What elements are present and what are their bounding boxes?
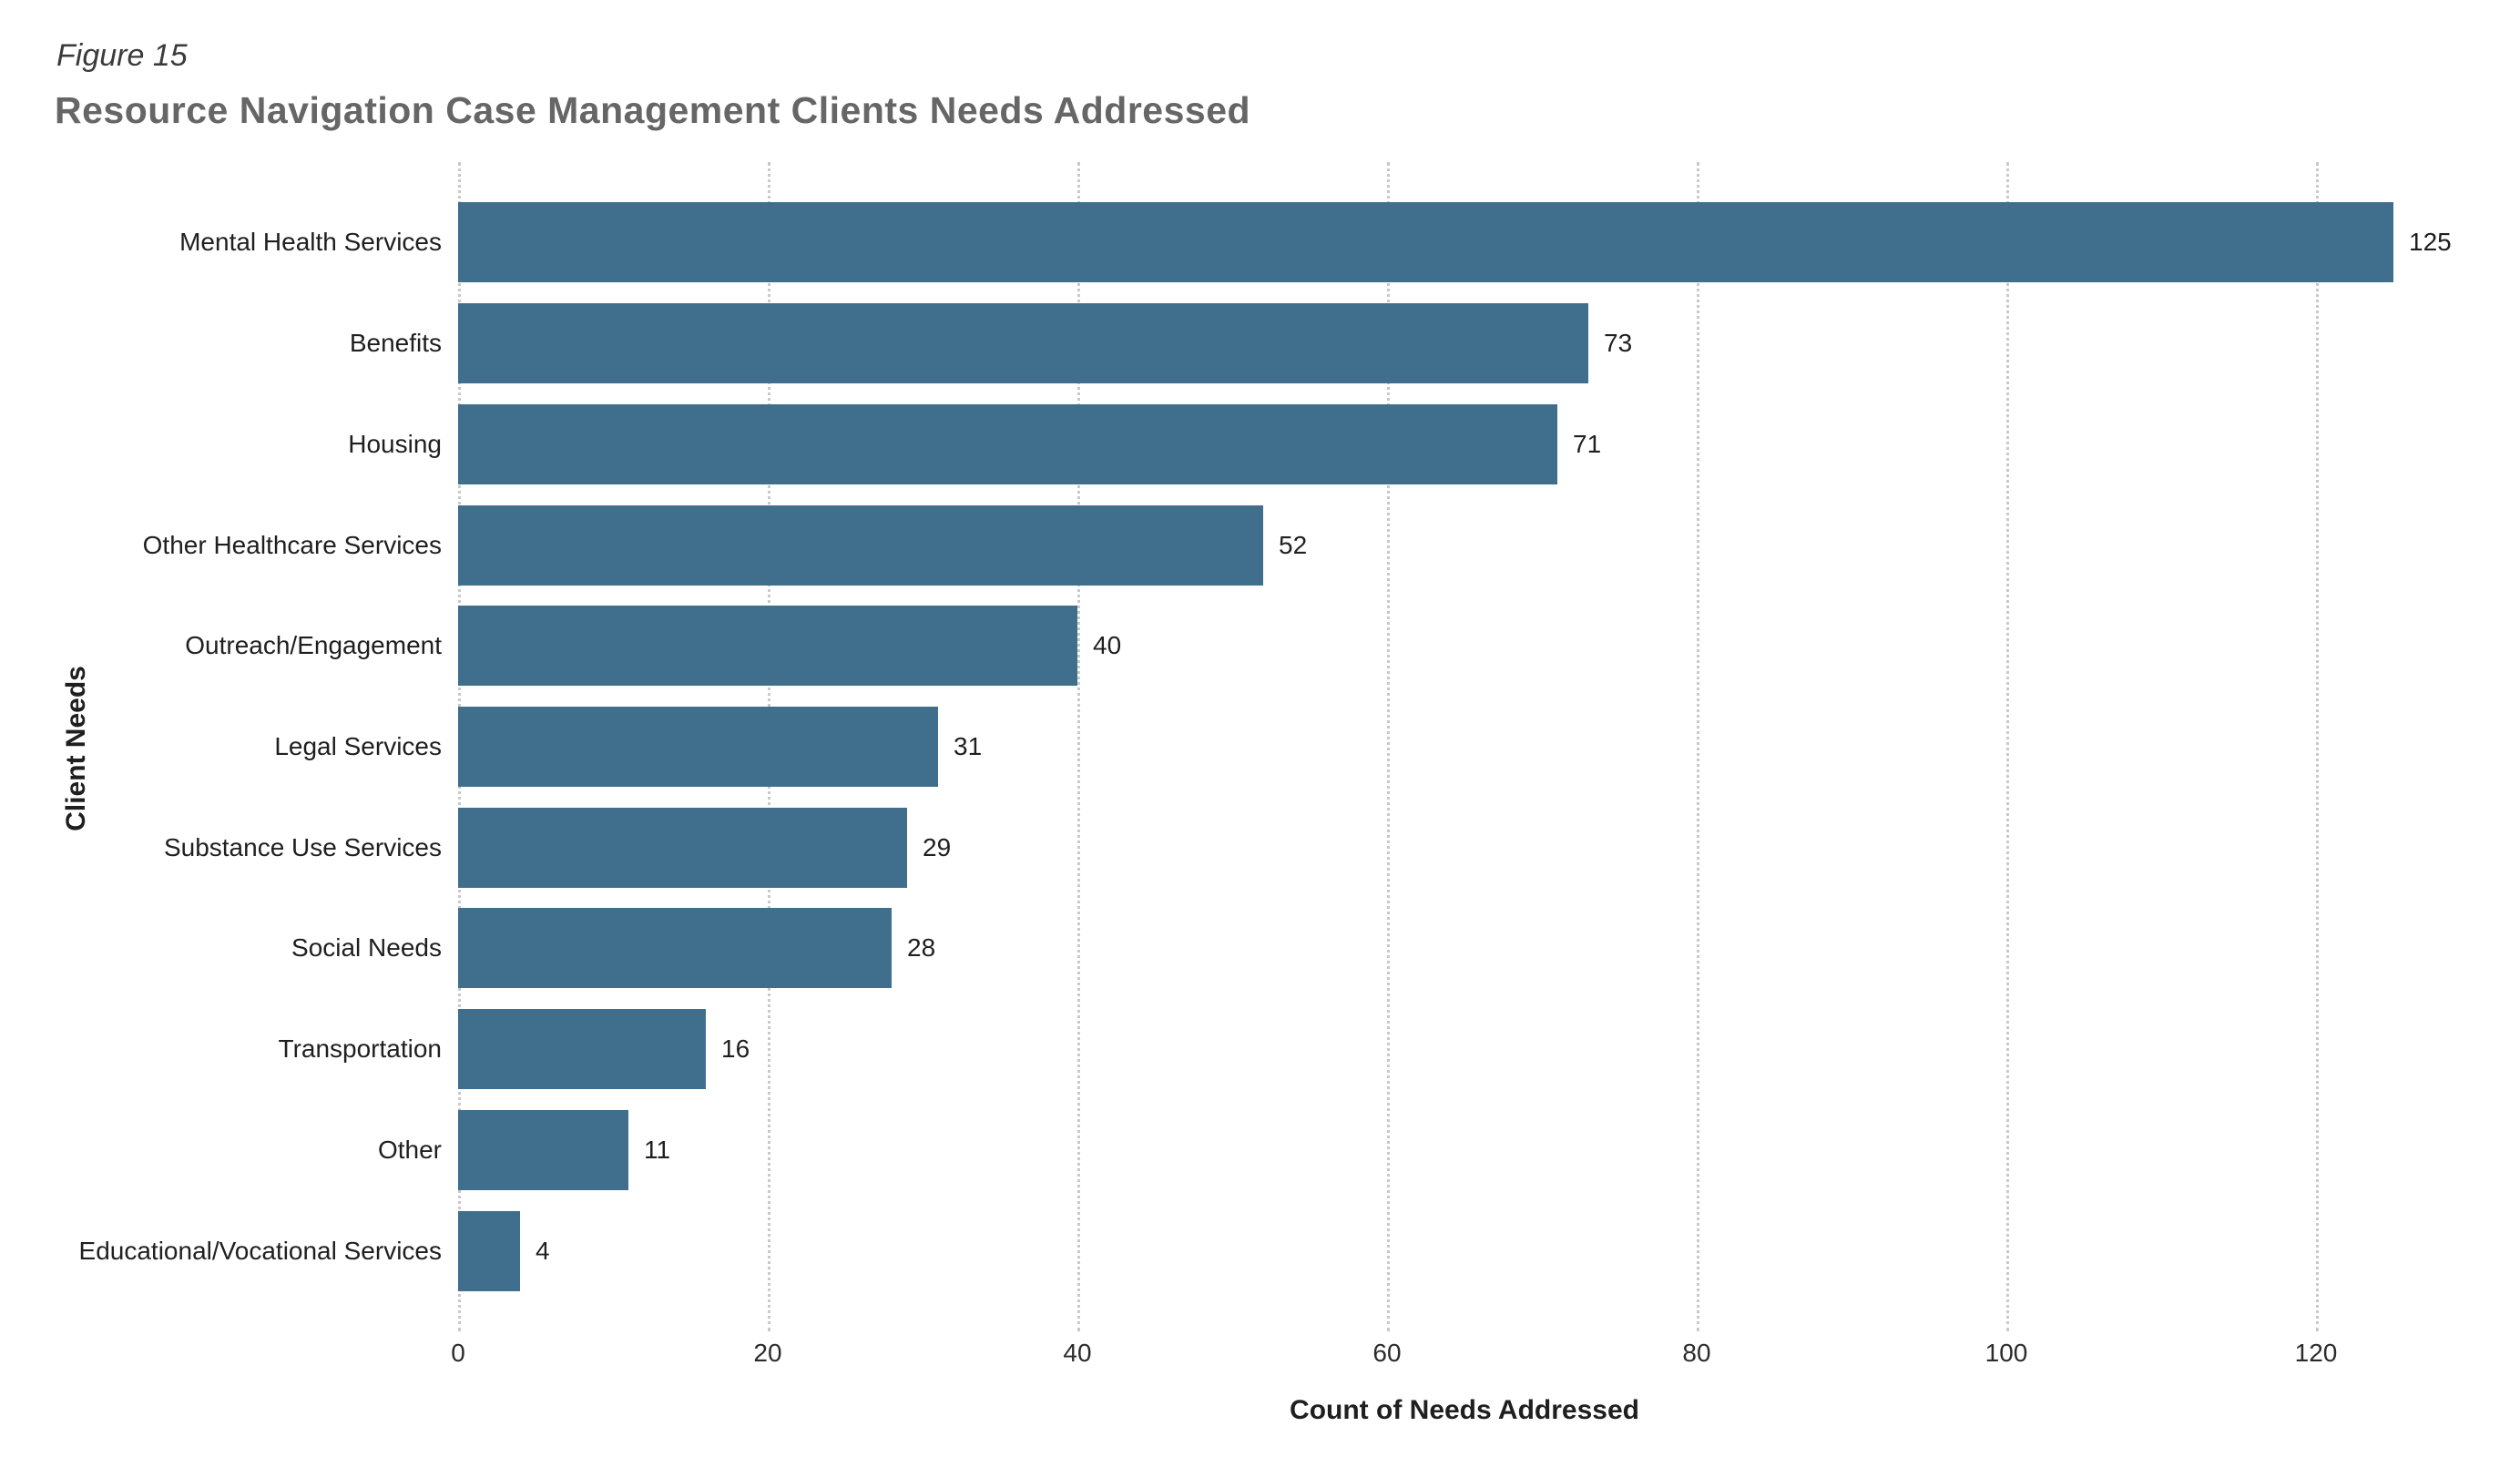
value-label: 125 — [2409, 228, 2452, 257]
value-label: 11 — [644, 1135, 671, 1164]
category-label: Outreach/Engagement — [185, 631, 442, 660]
gridline — [2006, 162, 2009, 1331]
bar-row: Benefits 73 — [0, 293, 2520, 394]
bar-row: Educational/Vocational Services 4 — [0, 1200, 2520, 1301]
chart-title: Resource Navigation Case Management Clie… — [55, 89, 1251, 131]
category-label: Housing — [348, 429, 442, 458]
bar — [458, 807, 907, 888]
x-tick-label: 100 — [1984, 1339, 2028, 1367]
value-label: 52 — [1279, 530, 1308, 559]
figure-number-label: Figure 15 — [56, 38, 188, 73]
category-label: Benefits — [349, 329, 442, 358]
bar-row: Mental Health Services 125 — [0, 192, 2520, 293]
x-tick-label: 120 — [2294, 1339, 2338, 1367]
category-label: Substance Use Services — [163, 832, 442, 861]
category-label: Transportation — [278, 1034, 443, 1064]
bar — [458, 1009, 706, 1090]
bar — [458, 606, 1077, 687]
value-label: 16 — [721, 1034, 750, 1064]
bar-row: Other Healthcare Services 52 — [0, 494, 2520, 596]
bar — [458, 1210, 520, 1291]
value-label: 29 — [923, 832, 952, 861]
gridline — [2316, 162, 2319, 1331]
bars-layer: Mental Health Services 125 Benefits 73 Housi… — [0, 192, 2520, 1301]
bar-row: Outreach/Engagement 40 — [0, 596, 2520, 697]
gridline — [1387, 162, 1390, 1331]
category-label: Legal Services — [274, 731, 442, 760]
value-label: 40 — [1093, 631, 1122, 660]
category-label: Mental Health Services — [179, 228, 442, 257]
value-label: 4 — [536, 1236, 550, 1265]
bar — [458, 1109, 628, 1190]
category-label: Social Needs — [291, 933, 442, 963]
value-label: 31 — [954, 731, 983, 760]
category-label: Other Healthcare Services — [142, 530, 442, 559]
bar-row: Transportation 16 — [0, 999, 2520, 1100]
x-tick-label: 0 — [451, 1339, 465, 1367]
value-label: 73 — [1604, 329, 1633, 358]
bar-row: Legal Services 31 — [0, 697, 2520, 798]
bar-row: Substance Use Services 29 — [0, 797, 2520, 898]
bar — [458, 403, 1557, 484]
x-axis-title: Count of Needs Addressed — [1290, 1395, 1639, 1425]
gridline — [1697, 162, 1699, 1331]
category-label: Educational/Vocational Services — [78, 1236, 442, 1265]
category-label: Other — [377, 1135, 442, 1164]
x-tick-label: 40 — [1063, 1339, 1092, 1367]
value-label: 71 — [1573, 429, 1602, 458]
gridline — [1077, 162, 1080, 1331]
bar — [458, 908, 892, 989]
x-tick-label: 20 — [753, 1339, 782, 1367]
bar — [458, 303, 1588, 384]
x-tick-label: 60 — [1372, 1339, 1402, 1367]
bar-row: Other 11 — [0, 1100, 2520, 1201]
x-tick-label: 80 — [1682, 1339, 1711, 1367]
value-label: 28 — [907, 933, 936, 963]
bar-row: Social Needs 28 — [0, 898, 2520, 999]
bar — [458, 706, 938, 787]
bar-row: Housing 71 — [0, 393, 2520, 494]
bar — [458, 202, 2393, 283]
y-axis-title: Client Needs — [61, 666, 91, 831]
bar — [458, 504, 1263, 586]
